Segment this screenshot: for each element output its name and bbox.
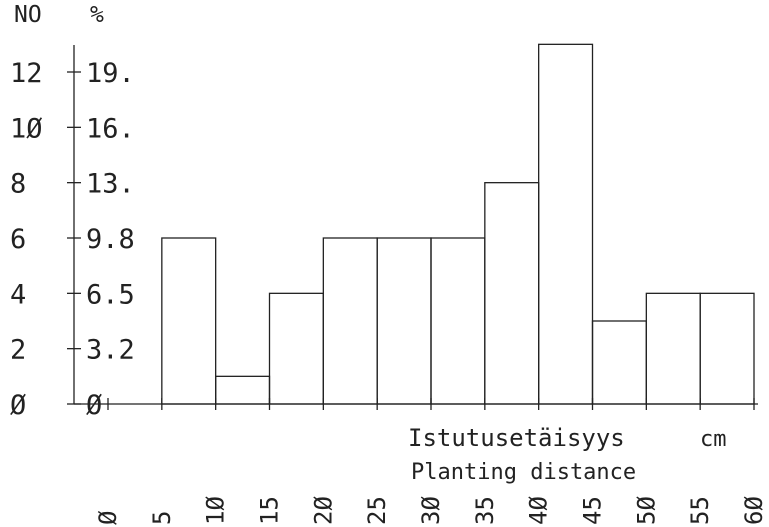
- x-tick-label: 15: [256, 496, 284, 525]
- x-axis-unit: cm: [700, 427, 727, 452]
- left-tick-label: 2: [10, 335, 26, 366]
- left-tick-label: 8: [10, 169, 26, 200]
- x-tick-label: 5Ø: [632, 496, 660, 525]
- bar-5-10: [161, 237, 217, 405]
- bar-10-15: [215, 375, 271, 405]
- axes-group: [67, 45, 758, 410]
- bar-20-25: [322, 237, 378, 405]
- x-tick-label: 4Ø: [525, 496, 553, 525]
- right-tick-label: 13.: [86, 169, 135, 200]
- bar-35-40: [484, 182, 540, 405]
- x-axis-tick-labels: Ø 5 1Ø 15 2Ø 25 3Ø 35 4Ø 45 5Ø 55 6Ø: [94, 496, 768, 525]
- right-axis-tick-labels: Ø 3.2 6.5 9.8 13. 16. 19.: [86, 58, 135, 421]
- x-tick-label: 6Ø: [740, 496, 768, 525]
- left-tick-label: 6: [10, 224, 26, 255]
- x-tick-label: 25: [363, 496, 391, 525]
- x-tick-label: 5: [148, 511, 176, 525]
- bar-30-35: [430, 237, 486, 405]
- bar-55-60: [699, 292, 755, 405]
- right-axis-title: %: [90, 2, 104, 28]
- left-axis-tick-labels: Ø 2 4 6 8 1Ø 12: [10, 58, 43, 421]
- x-tick-label: 35: [471, 496, 499, 525]
- right-tick-label: 19.: [86, 58, 135, 89]
- left-tick-label: 4: [10, 279, 26, 310]
- x-tick-label: 1Ø: [202, 496, 230, 525]
- right-tick-label: 16.: [86, 113, 135, 144]
- left-axis-title: NO: [14, 2, 42, 28]
- bar-25-30: [376, 237, 432, 405]
- x-axis-label-english: Planting distance: [411, 460, 636, 485]
- right-tick-label: 9.8: [86, 224, 135, 255]
- right-tick-label: 3.2: [86, 335, 135, 366]
- left-tick-label: 1Ø: [10, 113, 43, 144]
- bar-50-55: [645, 292, 701, 405]
- x-tick-label: 3Ø: [417, 496, 445, 525]
- bar-15-20: [268, 292, 324, 405]
- right-tick-label: 6.5: [86, 279, 135, 310]
- x-tick-label: 55: [686, 496, 714, 525]
- x-tick-label: Ø: [94, 510, 122, 525]
- x-axis-label-finnish: Istutusetäisyys: [408, 424, 625, 452]
- left-tick-label: 12: [10, 58, 43, 89]
- left-tick-label: Ø: [10, 390, 26, 421]
- bar-40-45: [538, 43, 594, 405]
- x-tick-label: 45: [579, 496, 607, 525]
- x-tick-label: 2Ø: [309, 496, 337, 525]
- bars-group: [161, 43, 755, 405]
- right-tick-label: Ø: [86, 390, 102, 421]
- bar-45-50: [591, 320, 647, 405]
